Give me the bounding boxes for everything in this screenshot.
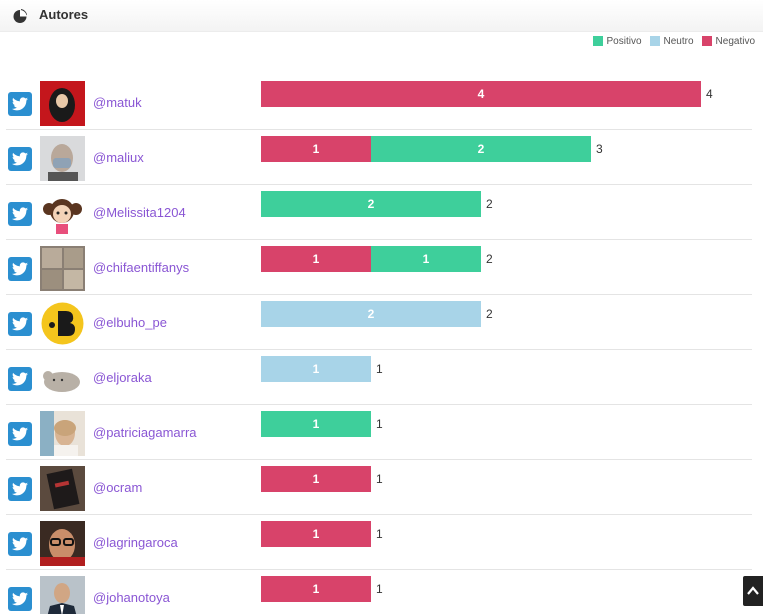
avatar-grey-cat[interactable] bbox=[40, 356, 85, 401]
avatar-photo-collage[interactable] bbox=[40, 246, 85, 291]
author-row: @ocram bbox=[0, 460, 752, 515]
chevron-up-icon bbox=[747, 586, 759, 595]
avatar-cartoon-girl[interactable] bbox=[40, 191, 85, 236]
twitter-icon[interactable] bbox=[8, 147, 32, 171]
twitter-icon[interactable] bbox=[8, 367, 32, 391]
twitter-icon[interactable] bbox=[8, 202, 32, 226]
author-row: @elbuho_pe bbox=[0, 295, 752, 350]
author-handle-link[interactable]: @matuk bbox=[93, 95, 142, 110]
avatar-book-cover[interactable] bbox=[40, 466, 85, 511]
legend-label-positivo: Positivo bbox=[606, 35, 642, 47]
scroll-to-top-button[interactable] bbox=[743, 576, 763, 606]
author-handle-link[interactable]: @johanotoya bbox=[93, 590, 170, 605]
author-row: @lagringaroca bbox=[0, 515, 752, 570]
avatar-man-glasses[interactable] bbox=[40, 521, 85, 566]
legend-label-neutro: Neutro bbox=[663, 35, 694, 47]
panel-header: Autores bbox=[0, 0, 763, 32]
row-divider bbox=[6, 514, 752, 515]
avatar-woman-portrait[interactable] bbox=[40, 411, 85, 456]
author-row: @johanotoya bbox=[0, 570, 752, 614]
author-handle-link[interactable]: @eljoraka bbox=[93, 370, 152, 385]
avatar-man-suit[interactable] bbox=[40, 576, 85, 614]
legend-label-negativo: Negativo bbox=[715, 35, 755, 47]
author-row: @chifaentiffanys bbox=[0, 240, 752, 295]
author-handle-link[interactable]: @chifaentiffanys bbox=[93, 260, 190, 275]
twitter-icon[interactable] bbox=[8, 477, 32, 501]
row-divider bbox=[6, 129, 752, 130]
author-handle-link[interactable]: @ocram bbox=[93, 480, 143, 495]
twitter-icon[interactable] bbox=[8, 587, 32, 611]
author-row: @matuk bbox=[0, 75, 752, 130]
row-divider bbox=[6, 569, 752, 570]
author-handle-link[interactable]: @elbuho_pe bbox=[93, 315, 167, 330]
author-row: @eljoraka bbox=[0, 350, 752, 405]
legend-swatch-positivo bbox=[592, 36, 603, 46]
row-divider bbox=[6, 239, 752, 240]
author-handle-link[interactable]: @maliux bbox=[93, 150, 144, 165]
avatar-masked-person[interactable] bbox=[40, 136, 85, 181]
legend-item-positivo[interactable]: Positivo bbox=[592, 35, 642, 47]
author-handle-link[interactable]: @patriciagamarra bbox=[93, 425, 197, 440]
twitter-icon[interactable] bbox=[8, 257, 32, 281]
row-divider bbox=[6, 404, 752, 405]
row-divider bbox=[6, 294, 752, 295]
author-handle-link[interactable]: @Melissita1204 bbox=[93, 205, 186, 220]
avatar-dark-red[interactable] bbox=[40, 81, 85, 126]
author-row: @maliux bbox=[0, 130, 752, 185]
avatar-yellow-logo[interactable] bbox=[40, 301, 85, 346]
twitter-icon[interactable] bbox=[8, 92, 32, 116]
legend-item-negativo[interactable]: Negativo bbox=[701, 35, 755, 47]
row-divider bbox=[6, 459, 752, 460]
panel-title: Autores bbox=[39, 7, 89, 22]
legend-swatch-neutro bbox=[649, 36, 660, 46]
legend-swatch-negativo bbox=[701, 36, 712, 46]
row-divider bbox=[6, 184, 752, 185]
legend-item-neutro[interactable]: Neutro bbox=[649, 35, 694, 47]
row-divider bbox=[6, 349, 752, 350]
author-row: @Melissita1204 bbox=[0, 185, 752, 240]
pie-chart-icon bbox=[13, 9, 27, 23]
twitter-icon[interactable] bbox=[8, 532, 32, 556]
chart-legend: Positivo Neutro Negativo bbox=[585, 35, 755, 47]
twitter-icon[interactable] bbox=[8, 422, 32, 446]
author-row: @patriciagamarra bbox=[0, 405, 752, 460]
twitter-icon[interactable] bbox=[8, 312, 32, 336]
author-handle-link[interactable]: @lagringaroca bbox=[93, 535, 178, 550]
